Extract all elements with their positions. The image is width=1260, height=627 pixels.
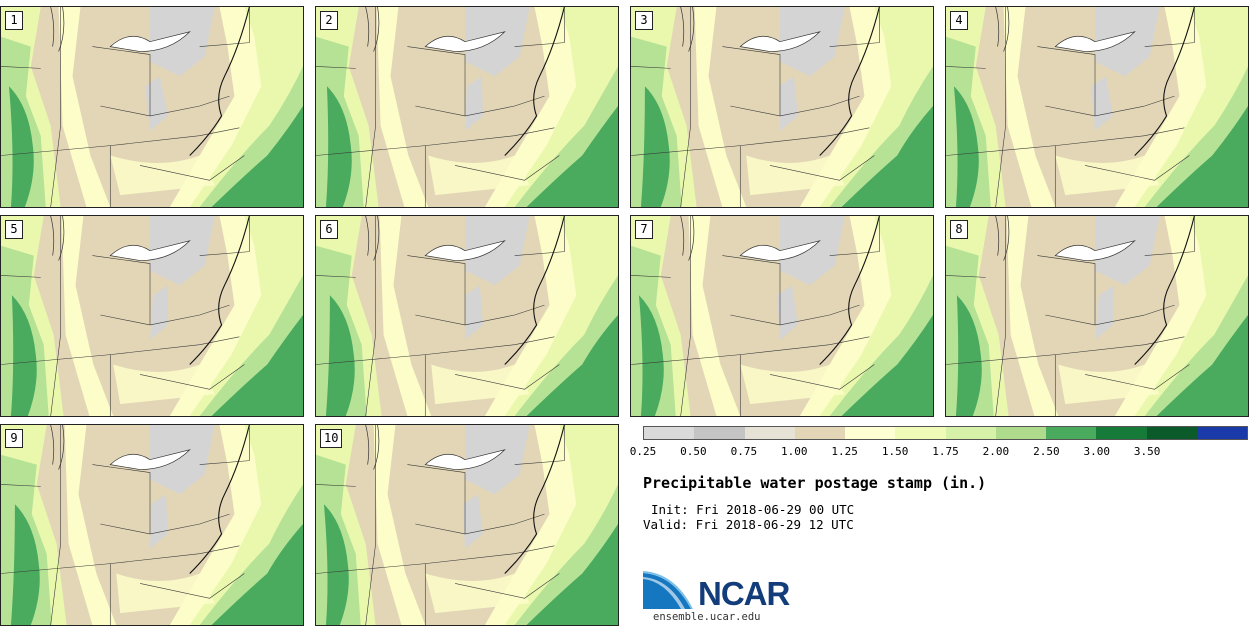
panel-number: 1	[5, 11, 23, 30]
colorbar-tick-label: 3.00	[1083, 445, 1111, 458]
colorbar-segment	[845, 427, 896, 439]
ncar-logo-text: NCAR	[698, 575, 790, 612]
colorbar-segment	[945, 427, 996, 439]
panel-number: 6	[320, 220, 338, 239]
colorbar-tick-label: 1.75	[932, 445, 959, 458]
ncar-swoosh-icon	[643, 571, 693, 609]
stamp-panel: 4	[945, 6, 1249, 208]
colorbar-tick-label: 1.00	[781, 445, 808, 458]
colorbar-tick-label: 3.50	[1133, 445, 1161, 458]
colorbar-tick-label: 0.50	[680, 445, 707, 458]
pw-map	[631, 216, 933, 416]
colorbar-tick-label: 0.75	[730, 445, 758, 458]
pw-map	[1, 425, 303, 625]
stamp-panel: 10	[315, 424, 619, 626]
colorbar-segment	[744, 427, 795, 439]
stamp-panel: 8	[945, 215, 1249, 417]
panel-number: 3	[635, 11, 653, 30]
colorbar-tick-label: 1.25	[831, 445, 858, 458]
colorbar-segment	[1196, 427, 1247, 439]
pw-map	[316, 425, 618, 625]
panel-number: 5	[5, 220, 23, 239]
colorbar-tick-label: 0.25	[629, 445, 657, 458]
pw-map	[1, 216, 303, 416]
pw-map	[631, 7, 933, 207]
colorbar-tick-label: 2.00	[982, 445, 1010, 458]
panel-number: 9	[5, 429, 23, 448]
valid-time: Valid: Fri 2018-06-29 12 UTC	[643, 517, 854, 532]
colorbar-ticks: 0.25 0.50 0.75 1.00 1.25 1.50 1.75 2.00 2.50 3.00…	[630, 445, 1248, 461]
stamp-panel: 3	[630, 6, 934, 208]
colorbar	[643, 426, 1248, 440]
stamp-panel: 2	[315, 6, 619, 208]
stamp-panel: 5	[0, 215, 304, 417]
colorbar-segment	[794, 427, 845, 439]
stamp-panel: 7	[630, 215, 934, 417]
panel-number: 7	[635, 220, 653, 239]
colorbar-tick-label: 2.50	[1033, 445, 1060, 458]
panel-number: 2	[320, 11, 338, 30]
colorbar-segment	[895, 427, 946, 439]
site-url: ensemble.ucar.edu	[653, 611, 761, 623]
colorbar-segment	[1096, 427, 1147, 439]
colorbar-tick-label: 1.50	[881, 445, 909, 458]
pw-map	[316, 216, 618, 416]
colorbar-segment	[995, 427, 1046, 439]
stamp-panel: 9	[0, 424, 304, 626]
stamp-panel: 6	[315, 215, 619, 417]
pw-map	[946, 216, 1248, 416]
panel-number: 10	[320, 429, 343, 448]
chart-title: Precipitable water postage stamp (in.)	[643, 474, 987, 492]
colorbar-segment	[1146, 427, 1197, 439]
pw-map	[946, 7, 1248, 207]
ncar-logo: NCAR	[643, 569, 803, 613]
colorbar-segment	[694, 427, 745, 439]
panel-number: 4	[950, 11, 968, 30]
panel-number: 8	[950, 220, 968, 239]
stamp-panel: 1	[0, 6, 304, 208]
pw-map	[1, 7, 303, 207]
colorbar-segment	[644, 427, 695, 439]
pw-map	[316, 7, 618, 207]
colorbar-segment	[1046, 427, 1097, 439]
init-time: Init: Fri 2018-06-29 00 UTC	[651, 502, 855, 517]
